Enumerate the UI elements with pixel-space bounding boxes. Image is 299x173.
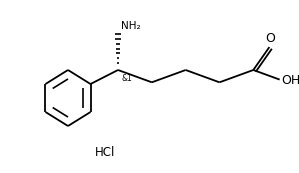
Text: HCl: HCl — [95, 145, 115, 158]
Text: &1: &1 — [122, 74, 133, 83]
Text: O: O — [266, 32, 275, 45]
Text: OH: OH — [282, 74, 299, 87]
Text: NH₂: NH₂ — [121, 21, 141, 31]
